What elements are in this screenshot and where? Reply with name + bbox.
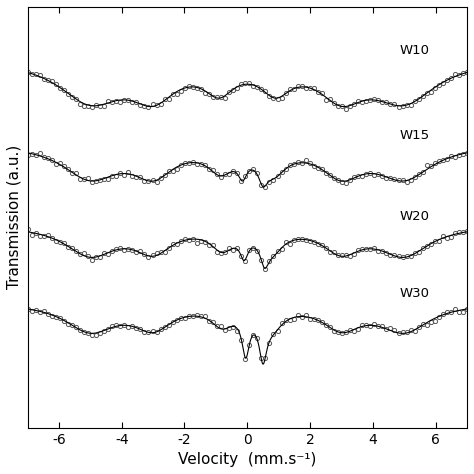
Text: W15: W15 (399, 128, 429, 142)
Text: W30: W30 (400, 287, 429, 301)
Y-axis label: Transmission (a.u.): Transmission (a.u.) (7, 145, 22, 290)
Text: W20: W20 (400, 210, 429, 223)
Text: W10: W10 (400, 44, 429, 57)
X-axis label: Velocity  (mm.s⁻¹): Velocity (mm.s⁻¹) (178, 452, 317, 467)
